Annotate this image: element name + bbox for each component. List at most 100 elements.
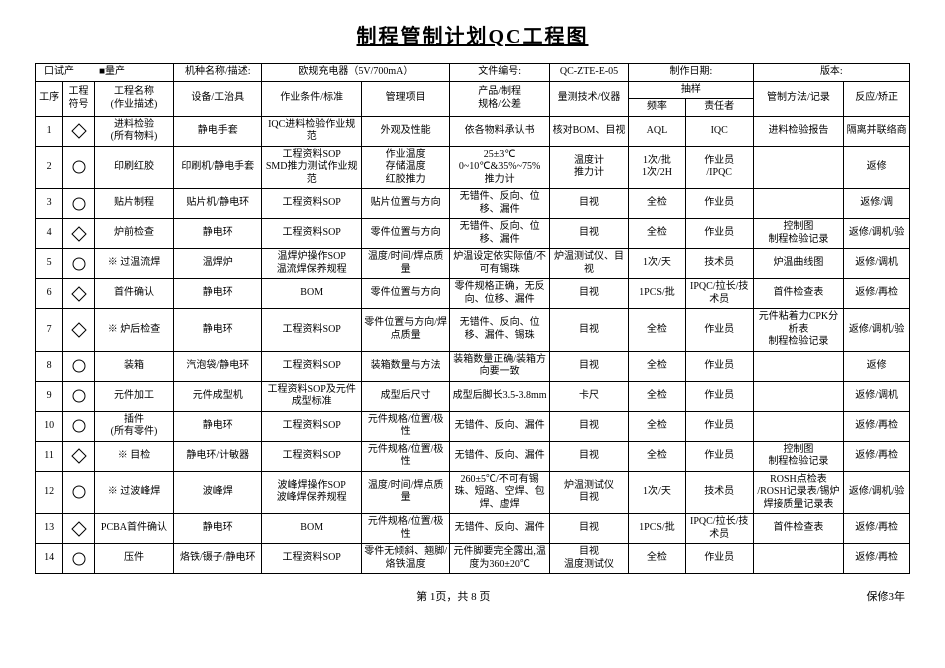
symbol-cell [63, 219, 95, 249]
table-row: 2印刷红胶印刷机/静电手套工程资料SOPSMD推力测试作业规范作业温度存储温度红… [36, 146, 910, 189]
data-cell: 返修/再检 [844, 544, 910, 574]
data-cell: 控制图制程检验记录 [753, 219, 844, 249]
table-row: 11※ 目检静电环/计敏器工程资料SOP元件规格/位置/极性无错件、反向、漏件目… [36, 441, 910, 471]
data-cell: 无错件、反向、漏件 [450, 411, 550, 441]
data-cell: 13 [36, 514, 63, 544]
data-cell: 5 [36, 249, 63, 279]
table-row: 1进料检验(所有物料)静电手套IQC进料检验作业规范外观及性能依各物料承认书核对… [36, 116, 910, 146]
symbol-cell [63, 309, 95, 352]
hdr-owner: 责任者 [685, 99, 753, 117]
mass-prod-label: ■量产 [99, 66, 125, 77]
symbol-cell [63, 146, 95, 189]
data-cell: 成型后脚长3.5-3.8mm [450, 381, 550, 411]
hdr-seq: 工序 [36, 81, 63, 116]
data-cell: PCBA首件确认 [94, 514, 173, 544]
hdr-reaction: 反应/矫正 [844, 81, 910, 116]
data-cell [753, 544, 844, 574]
data-cell [753, 351, 844, 381]
data-cell: 工程资料SOP [262, 309, 362, 352]
table-row: 7※ 炉后检查静电环工程资料SOP零件位置与方向/焊点质量无错件、反向、位移、漏… [36, 309, 910, 352]
data-cell: BOM [262, 514, 362, 544]
data-cell: 作业员 [685, 411, 753, 441]
data-cell: 静电环 [174, 279, 262, 309]
data-cell: 依各物料承认书 [450, 116, 550, 146]
data-cell: 静电环 [174, 514, 262, 544]
table-row: 3贴片制程贴片机/静电环工程资料SOP贴片位置与方向无错件、反向、位移、漏件目视… [36, 189, 910, 219]
data-cell: 目视 [549, 514, 628, 544]
data-cell: 全检 [629, 411, 686, 441]
data-cell: IPQC/拉长/技术员 [685, 279, 753, 309]
data-cell: 返修/再检 [844, 411, 910, 441]
data-cell [753, 411, 844, 441]
data-cell: 元件脚要完全露出,温度为360±20℃ [450, 544, 550, 574]
data-cell: 炉温测试仪、目视 [549, 249, 628, 279]
hdr-measure: 量测技术/仪器 [549, 81, 628, 116]
table-row: 10插件(所有零件)静电环工程资料SOP元件规格/位置/极性无错件、反向、漏件目… [36, 411, 910, 441]
data-cell: 插件(所有零件) [94, 411, 173, 441]
data-cell: 作业员 [685, 351, 753, 381]
data-cell: 首件检查表 [753, 514, 844, 544]
data-cell: 1次/天 [629, 249, 686, 279]
data-cell: 25±3℃0~10℃&35%~75%推力计 [450, 146, 550, 189]
page-footer: 第 1页，共 8 页 保修3年 [35, 588, 910, 604]
data-cell: 零件位置与方向 [362, 279, 450, 309]
data-cell: 返修/再检 [844, 279, 910, 309]
rev-label: 版本: [753, 64, 909, 82]
doc-value: QC-ZTE-E-05 [549, 64, 628, 82]
hdr-spec: 产品/制程规格/公差 [450, 81, 550, 116]
hdr-process-name: 工程名称(作业描述) [94, 81, 173, 116]
doc-label: 文件编号: [450, 64, 550, 82]
data-cell: IQC [685, 116, 753, 146]
data-cell: 返修/调机/验 [844, 309, 910, 352]
data-cell: AQL [629, 116, 686, 146]
date-label: 制作日期: [629, 64, 754, 82]
data-cell: 9 [36, 381, 63, 411]
data-cell: 静电手套 [174, 116, 262, 146]
data-cell: 无错件、反向、位移、漏件 [450, 189, 550, 219]
data-cell: 波峰焊 [174, 471, 262, 514]
data-cell: 1次/天 [629, 471, 686, 514]
model-value: 欧规充电器（5V/700mA） [262, 64, 450, 82]
data-cell: 全检 [629, 441, 686, 471]
data-cell: 4 [36, 219, 63, 249]
trial-prod-label: 口试产 [44, 66, 74, 77]
data-cell: 工程资料SOP [262, 189, 362, 219]
data-cell: 进料检验(所有物料) [94, 116, 173, 146]
data-cell: IPQC/拉长/技术员 [685, 514, 753, 544]
data-cell: 返修/调 [844, 189, 910, 219]
data-cell: 1PCS/批 [629, 279, 686, 309]
symbol-cell [63, 116, 95, 146]
data-cell: 作业温度存储温度红胶推力 [362, 146, 450, 189]
data-cell: 返修/调机 [844, 381, 910, 411]
data-cell: 工程资料SOPSMD推力测试作业规范 [262, 146, 362, 189]
data-cell: 首件检查表 [753, 279, 844, 309]
data-cell: 全检 [629, 219, 686, 249]
data-cell: 技术员 [685, 471, 753, 514]
data-cell: ※ 炉后检查 [94, 309, 173, 352]
table-row: 5※ 过温流焊温焊炉温焊炉操作SOP温流焊保养规程温度/时间/焊点质量炉温设定依… [36, 249, 910, 279]
symbol-cell [63, 544, 95, 574]
table-row: 9元件加工元件成型机工程资料SOP及元件成型标准成型后尺寸成型后脚长3.5-3.… [36, 381, 910, 411]
data-cell: 返修/调机/验 [844, 471, 910, 514]
data-cell: 工程资料SOP [262, 441, 362, 471]
data-cell: BOM [262, 279, 362, 309]
data-cell: 作业员 [685, 544, 753, 574]
data-cell: 作业员 [685, 219, 753, 249]
symbol-cell [63, 514, 95, 544]
data-cell: 控制图制程检验记录 [753, 441, 844, 471]
data-cell: 工程资料SOP [262, 219, 362, 249]
data-cell: 工程资料SOP [262, 411, 362, 441]
data-cell: 成型后尺寸 [362, 381, 450, 411]
data-cell: 首件确认 [94, 279, 173, 309]
data-cell: 装箱数量与方法 [362, 351, 450, 381]
data-cell: 工程资料SOP [262, 351, 362, 381]
symbol-cell [63, 189, 95, 219]
data-cell: 温焊炉 [174, 249, 262, 279]
data-cell: 全检 [629, 189, 686, 219]
data-cell: 技术员 [685, 249, 753, 279]
table-row: 4炉前检查静电环工程资料SOP零件位置与方向无错件、反向、位移、漏件目视全检作业… [36, 219, 910, 249]
data-cell: 装箱数量正确/装箱方向要一致 [450, 351, 550, 381]
data-cell: 零件位置与方向 [362, 219, 450, 249]
data-cell: 返修 [844, 146, 910, 189]
data-cell: 核对BOM、目视 [549, 116, 628, 146]
